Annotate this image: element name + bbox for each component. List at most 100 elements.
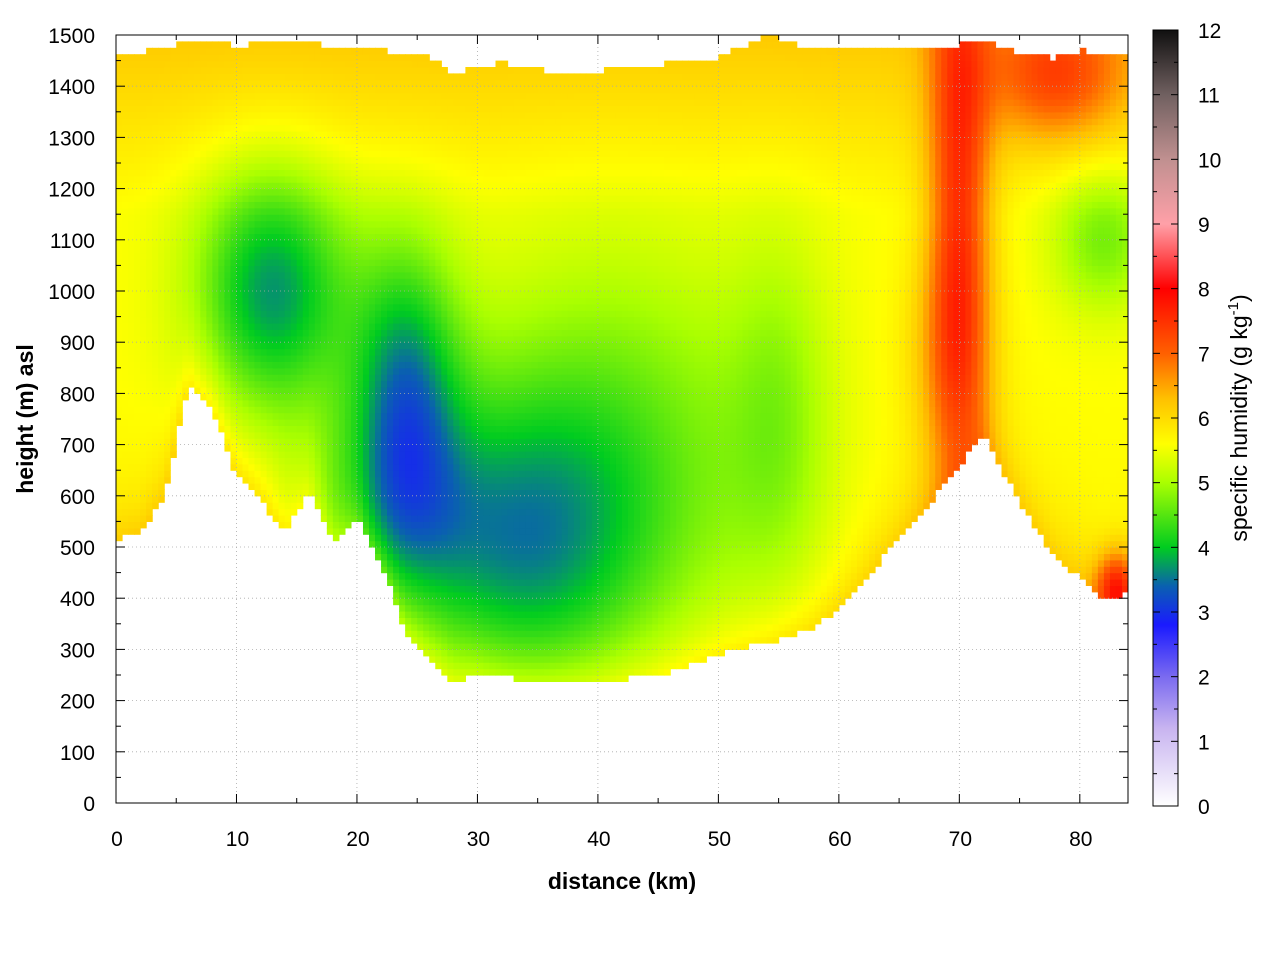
heat-cell bbox=[417, 329, 424, 337]
heat-cell bbox=[459, 265, 466, 273]
heat-cell bbox=[483, 591, 491, 599]
heat-cell bbox=[302, 431, 310, 439]
heat-cell bbox=[140, 265, 147, 273]
heat-cell bbox=[381, 175, 388, 183]
heat-cell bbox=[152, 150, 159, 158]
heat-cell bbox=[338, 380, 346, 388]
heat-cell bbox=[338, 425, 346, 433]
heat-cell bbox=[459, 335, 466, 343]
heat-cell bbox=[471, 323, 479, 330]
heat-cell bbox=[164, 60, 171, 68]
heat-cell bbox=[435, 630, 442, 638]
heat-cell bbox=[194, 67, 201, 74]
heat-cell bbox=[260, 419, 268, 426]
heat-cell bbox=[116, 419, 123, 426]
heat-cell bbox=[224, 252, 232, 260]
heat-cell bbox=[128, 367, 135, 375]
heat-cell bbox=[465, 508, 472, 516]
heat-cell bbox=[236, 348, 244, 356]
heat-cell bbox=[236, 463, 244, 471]
heat-cell bbox=[405, 137, 412, 145]
heat-cell bbox=[206, 303, 213, 311]
heat-cell bbox=[200, 124, 207, 132]
heat-cell bbox=[350, 515, 358, 522]
heat-cell bbox=[356, 54, 364, 62]
heat-cell bbox=[429, 92, 436, 100]
heat-cell bbox=[375, 73, 382, 81]
heat-cell bbox=[489, 220, 497, 228]
heat-cell bbox=[381, 457, 388, 465]
heat-cell bbox=[435, 316, 442, 324]
heat-cell bbox=[393, 438, 400, 446]
heat-cell bbox=[465, 611, 472, 618]
heat-cell bbox=[393, 271, 400, 279]
heat-cell bbox=[212, 412, 219, 420]
heat-cell bbox=[290, 131, 298, 138]
heat-cell bbox=[423, 92, 430, 100]
heat-cell bbox=[218, 227, 226, 234]
heat-cell bbox=[266, 233, 274, 241]
heat-cell bbox=[459, 553, 466, 561]
heat-cell bbox=[278, 131, 286, 138]
heat-cell bbox=[501, 361, 509, 369]
heat-cell bbox=[393, 291, 400, 298]
heat-cell bbox=[405, 463, 412, 471]
heat-cell bbox=[471, 303, 479, 311]
heat-cell bbox=[152, 124, 159, 132]
heat-cell bbox=[236, 201, 244, 209]
heat-cell bbox=[441, 118, 448, 126]
heat-cell bbox=[260, 54, 268, 62]
heat-cell bbox=[176, 54, 183, 62]
heat-cell bbox=[332, 220, 340, 228]
heat-cell bbox=[188, 239, 195, 247]
heat-cell bbox=[465, 367, 472, 375]
heat-cell bbox=[134, 105, 141, 113]
heat-cell bbox=[140, 323, 147, 330]
heat-cell bbox=[417, 335, 424, 343]
heat-cell bbox=[218, 41, 226, 49]
heat-cell bbox=[441, 169, 448, 177]
heat-cell bbox=[326, 457, 334, 465]
heat-cell bbox=[477, 329, 485, 337]
heat-cell bbox=[423, 111, 430, 119]
heat-cell bbox=[369, 111, 376, 119]
heat-cell bbox=[158, 419, 165, 426]
heat-cell bbox=[387, 207, 394, 215]
heat-cell bbox=[369, 515, 376, 522]
heat-cell bbox=[284, 463, 292, 471]
heat-cell bbox=[326, 367, 334, 375]
heat-cell bbox=[417, 239, 424, 247]
heat-cell bbox=[236, 425, 244, 433]
heat-cell bbox=[152, 60, 159, 68]
heat-cell bbox=[284, 380, 292, 388]
heat-cell bbox=[128, 73, 135, 81]
heat-cell bbox=[212, 291, 219, 298]
heat-cell bbox=[332, 316, 340, 324]
heat-cell bbox=[224, 54, 232, 62]
heat-cell bbox=[375, 124, 382, 132]
heat-cell bbox=[495, 143, 503, 151]
heat-cell bbox=[411, 374, 418, 382]
heat-cell bbox=[489, 329, 497, 337]
heat-cell bbox=[326, 483, 334, 490]
heat-cell bbox=[441, 425, 448, 433]
heat-cell bbox=[224, 163, 232, 170]
heat-cell bbox=[254, 131, 262, 138]
heat-cell bbox=[314, 329, 322, 337]
heat-cell bbox=[248, 265, 256, 273]
heat-cell bbox=[200, 118, 207, 126]
heat-cell bbox=[477, 131, 485, 138]
heat-cell bbox=[152, 316, 159, 324]
heat-cell bbox=[308, 444, 316, 452]
heat-cell bbox=[471, 361, 479, 369]
heat-cell bbox=[248, 169, 256, 177]
heat-cell bbox=[266, 399, 274, 407]
heat-cell bbox=[381, 233, 388, 241]
heat-cell bbox=[176, 329, 183, 337]
heat-cell bbox=[140, 233, 147, 241]
heat-cell bbox=[116, 425, 123, 433]
heat-cell bbox=[122, 118, 129, 126]
heat-cell bbox=[152, 367, 159, 375]
heat-cell bbox=[128, 92, 135, 100]
heat-cell bbox=[302, 419, 310, 426]
